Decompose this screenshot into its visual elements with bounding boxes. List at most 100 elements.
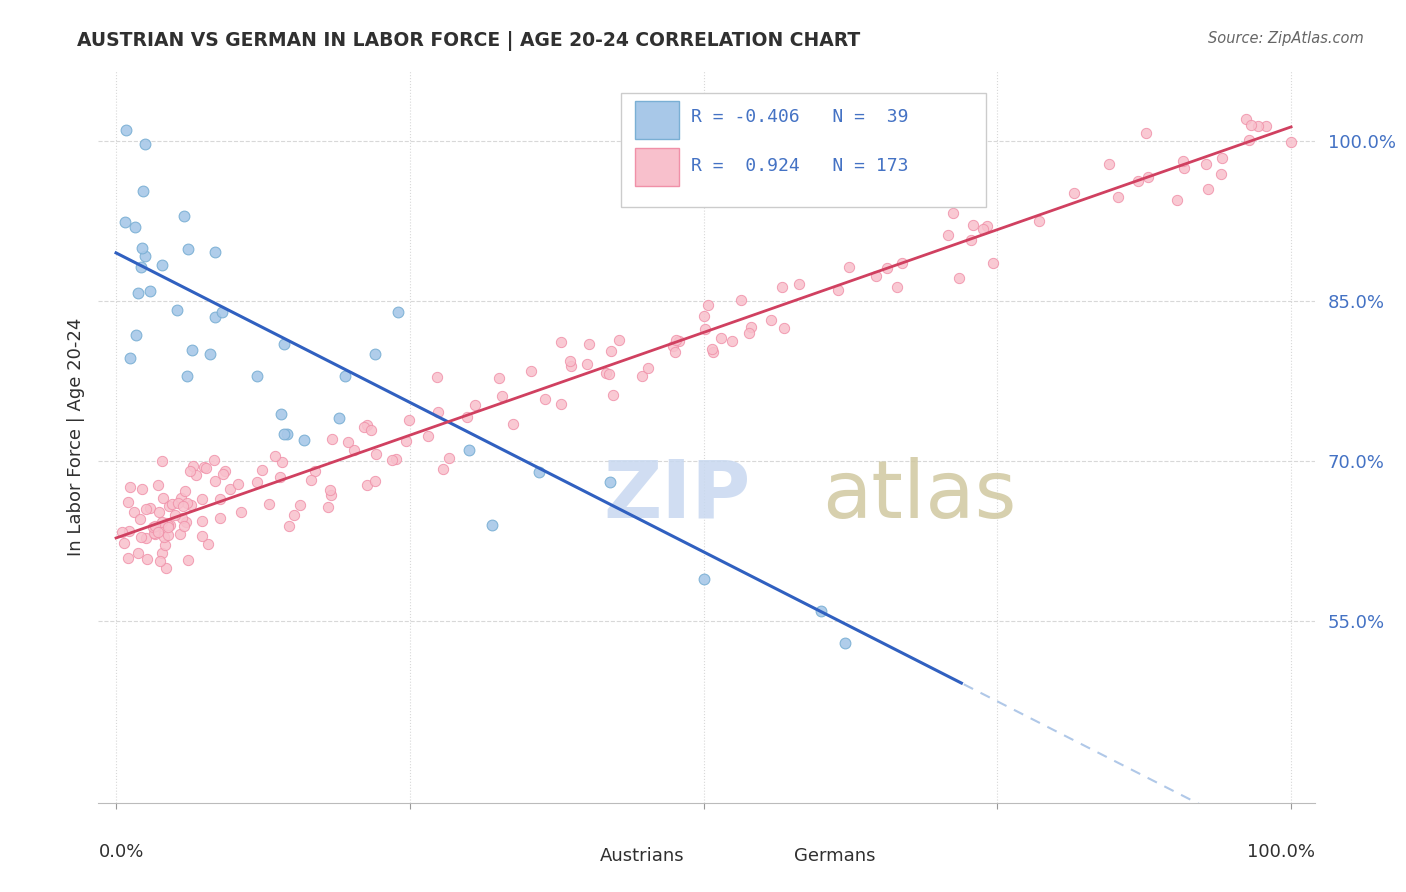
Text: Austrians: Austrians xyxy=(599,847,685,865)
Point xyxy=(664,344,686,359)
Point xyxy=(1195,157,1218,171)
Point xyxy=(1171,154,1194,169)
Point xyxy=(1247,119,1270,133)
Point xyxy=(143,519,166,533)
Point xyxy=(700,342,723,356)
Point xyxy=(827,283,849,297)
Point xyxy=(148,525,170,540)
Point xyxy=(865,268,887,283)
Point xyxy=(138,284,160,298)
FancyBboxPatch shape xyxy=(554,845,591,868)
Point xyxy=(335,369,357,384)
Point xyxy=(360,423,382,437)
Point xyxy=(112,535,135,549)
Point xyxy=(276,427,298,442)
Point xyxy=(1063,186,1085,201)
Point xyxy=(1211,167,1233,181)
Point xyxy=(948,270,970,285)
Point xyxy=(702,345,724,359)
Point xyxy=(319,488,342,502)
Point xyxy=(598,367,620,381)
Point xyxy=(181,458,204,473)
Point xyxy=(122,505,145,519)
Text: Source: ZipAtlas.com: Source: ZipAtlas.com xyxy=(1208,31,1364,46)
Point xyxy=(156,528,179,542)
Point xyxy=(938,227,960,242)
Point xyxy=(149,519,172,533)
Point xyxy=(153,538,176,552)
Point xyxy=(155,516,177,530)
Point xyxy=(502,417,524,432)
Point xyxy=(191,491,214,506)
Point xyxy=(174,483,197,498)
Point xyxy=(304,465,326,479)
Point xyxy=(692,572,714,586)
Point xyxy=(115,123,138,137)
Text: R = -0.406   N =  39: R = -0.406 N = 39 xyxy=(690,109,908,127)
Point xyxy=(212,467,235,481)
Point xyxy=(170,491,193,505)
Point xyxy=(1097,157,1119,171)
Point xyxy=(204,310,226,324)
Point xyxy=(176,369,198,384)
Point xyxy=(246,368,269,383)
Point xyxy=(252,462,274,476)
Point xyxy=(976,219,998,233)
Point xyxy=(204,474,226,488)
Point xyxy=(578,336,600,351)
FancyBboxPatch shape xyxy=(749,845,786,868)
Point xyxy=(142,520,165,534)
Point xyxy=(834,635,856,649)
Point xyxy=(163,508,186,522)
Point xyxy=(772,321,794,335)
Point xyxy=(363,347,385,361)
Point xyxy=(174,515,197,529)
Text: 0.0%: 0.0% xyxy=(98,843,143,861)
Point xyxy=(328,411,350,425)
Point xyxy=(942,206,965,220)
Point xyxy=(211,304,233,318)
Point xyxy=(960,233,983,247)
Point xyxy=(129,530,152,544)
Point xyxy=(191,514,214,528)
Text: 100.0%: 100.0% xyxy=(1247,843,1315,861)
Point xyxy=(384,452,406,467)
Point xyxy=(169,526,191,541)
Point xyxy=(269,470,291,484)
Point xyxy=(152,258,174,272)
Point xyxy=(150,454,173,468)
Point xyxy=(630,369,652,384)
Point xyxy=(602,388,624,402)
Point xyxy=(270,407,292,421)
Point xyxy=(180,498,202,512)
Point xyxy=(1107,190,1129,204)
Point xyxy=(150,516,173,530)
Point xyxy=(181,343,204,357)
Point xyxy=(129,511,152,525)
Point xyxy=(876,260,898,275)
Point xyxy=(145,527,167,541)
Point xyxy=(427,404,450,418)
FancyBboxPatch shape xyxy=(621,94,986,207)
Point xyxy=(1240,119,1263,133)
Point xyxy=(395,434,418,448)
Point xyxy=(127,546,149,560)
Point xyxy=(366,447,388,461)
Point xyxy=(124,219,146,234)
Point xyxy=(721,334,744,348)
Point xyxy=(697,298,720,312)
Point xyxy=(191,529,214,543)
Point xyxy=(693,322,716,336)
Point xyxy=(418,429,440,443)
Point xyxy=(343,443,366,458)
Point xyxy=(491,389,513,403)
Point xyxy=(204,245,226,260)
Point xyxy=(363,475,385,489)
Point xyxy=(599,475,621,490)
Point xyxy=(117,495,139,509)
Point xyxy=(770,280,793,294)
Point xyxy=(173,209,195,223)
Point xyxy=(787,277,810,291)
Point xyxy=(173,519,195,533)
Text: atlas: atlas xyxy=(823,457,1017,534)
